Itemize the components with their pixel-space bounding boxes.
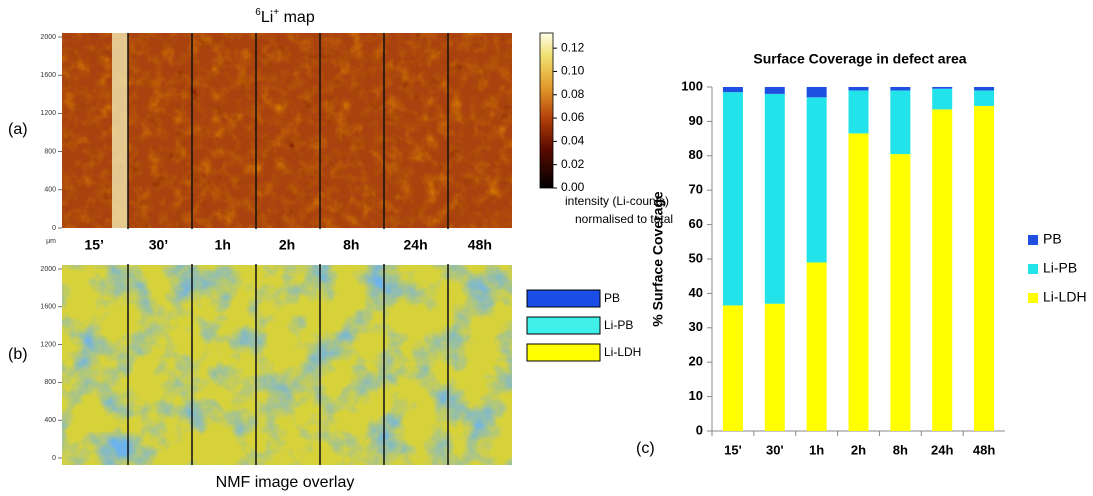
colorbar bbox=[539, 32, 554, 189]
colorbar-tick-label: 0.12 bbox=[561, 40, 585, 54]
y-tick-label: 50 bbox=[689, 250, 703, 265]
time-label: 15’ bbox=[84, 237, 103, 253]
map-tick-label: 1600 bbox=[40, 72, 56, 79]
legend-swatch bbox=[1028, 235, 1038, 245]
x-tick-label: 1h bbox=[809, 442, 824, 457]
y-tick-label: 70 bbox=[689, 182, 703, 197]
map-tick-label: 1600 bbox=[40, 304, 56, 311]
map-tick-label: 1200 bbox=[40, 341, 56, 348]
y-tick-label: 90 bbox=[689, 113, 703, 128]
time-label: 2h bbox=[279, 237, 295, 253]
bar-segment bbox=[764, 87, 785, 94]
y-tick-label: 20 bbox=[689, 354, 703, 369]
time-label: 8h bbox=[343, 237, 359, 253]
overlay-title: NMF image overlay bbox=[216, 474, 355, 491]
bar-segment bbox=[848, 90, 869, 134]
map-tick-label: 0 bbox=[52, 225, 56, 232]
map-tick-label: 800 bbox=[44, 148, 56, 155]
x-tick-label: 2h bbox=[851, 442, 866, 457]
legend-swatch bbox=[1028, 264, 1038, 274]
x-tick-label: 15' bbox=[724, 442, 742, 457]
bar-segment bbox=[722, 305, 743, 431]
legend-label: Li-PB bbox=[1043, 260, 1077, 276]
legend-label: Li-LDH bbox=[1043, 289, 1087, 305]
x-tick-label: 48h bbox=[973, 442, 995, 457]
x-tick-label: 24h bbox=[931, 442, 953, 457]
bar-segment bbox=[932, 88, 953, 110]
time-label: 24h bbox=[404, 237, 428, 253]
bar-segment bbox=[722, 92, 743, 306]
bar-segment bbox=[848, 133, 869, 431]
chart-title: Surface Coverage in defect area bbox=[753, 51, 966, 67]
legend-label: PB bbox=[604, 291, 620, 305]
map-tick-label: 2000 bbox=[40, 266, 56, 273]
x-tick-label: 8h bbox=[893, 442, 908, 457]
y-tick-label: 100 bbox=[681, 78, 703, 93]
x-tick-label: 30' bbox=[766, 442, 784, 457]
li-map-band bbox=[112, 33, 128, 228]
overlay-map-texture bbox=[62, 265, 512, 465]
map-tick-label: 2000 bbox=[40, 34, 56, 41]
legend-swatch bbox=[1028, 293, 1038, 303]
bar-segment bbox=[764, 93, 785, 304]
y-tick-label: 0 bbox=[696, 422, 703, 437]
bar-segment bbox=[932, 87, 953, 89]
map-tick-label: 800 bbox=[44, 379, 56, 386]
bar-segment bbox=[764, 303, 785, 431]
bar-segment bbox=[722, 87, 743, 93]
colorbar-tick-label: 0.00 bbox=[561, 180, 585, 194]
legend-label: Li-LDH bbox=[604, 345, 641, 359]
y-tick-label: 80 bbox=[689, 147, 703, 162]
bar-segment bbox=[974, 105, 995, 432]
li-map-texture bbox=[62, 33, 512, 228]
bar-segment bbox=[806, 87, 827, 98]
map-tick-label: 400 bbox=[44, 187, 56, 194]
legend-swatch bbox=[526, 343, 601, 362]
colorbar-tick-label: 0.04 bbox=[561, 134, 585, 148]
y-tick-label: 60 bbox=[689, 216, 703, 231]
bar-segment bbox=[890, 87, 911, 91]
map-tick-label: 400 bbox=[44, 417, 56, 424]
legend-swatch bbox=[526, 289, 601, 308]
y-tick-label: 30 bbox=[689, 319, 703, 334]
panel-label: (a) bbox=[8, 121, 28, 138]
y-axis-label: % Surface Coverage bbox=[650, 191, 666, 327]
map-unit: μm bbox=[46, 238, 56, 245]
bar-segment bbox=[848, 87, 869, 91]
y-tick-label: 10 bbox=[689, 388, 703, 403]
bar-segment bbox=[806, 262, 827, 431]
panel-label: (b) bbox=[8, 346, 28, 363]
map-tick-label: 0 bbox=[52, 455, 56, 462]
colorbar-label: intensity (Li-counts) bbox=[565, 194, 669, 208]
legend-label: PB bbox=[1043, 231, 1062, 247]
map-tick-label: 1200 bbox=[40, 110, 56, 117]
colorbar-tick-label: 0.10 bbox=[561, 64, 585, 78]
bar-segment bbox=[806, 97, 827, 263]
colorbar-tick-label: 0.06 bbox=[561, 110, 585, 124]
bar-segment bbox=[974, 87, 995, 91]
colorbar-tick-label: 0.02 bbox=[561, 157, 585, 171]
bar-segment bbox=[890, 90, 911, 155]
time-label: 1h bbox=[215, 237, 231, 253]
bar-segment bbox=[890, 154, 911, 431]
time-label: 48h bbox=[468, 237, 492, 253]
bar-segment bbox=[974, 90, 995, 106]
legend-label: Li-PB bbox=[604, 318, 633, 332]
map-title: 6Li+ map bbox=[255, 7, 315, 27]
time-row bbox=[62, 229, 512, 264]
colorbar-label: normalised to total bbox=[575, 212, 673, 226]
bar-segment bbox=[932, 109, 953, 432]
legend-swatch bbox=[526, 316, 601, 335]
colorbar-tick-label: 0.08 bbox=[561, 87, 585, 101]
time-label: 30’ bbox=[149, 237, 168, 253]
panel-label: (c) bbox=[636, 440, 655, 457]
y-tick-label: 40 bbox=[689, 285, 703, 300]
